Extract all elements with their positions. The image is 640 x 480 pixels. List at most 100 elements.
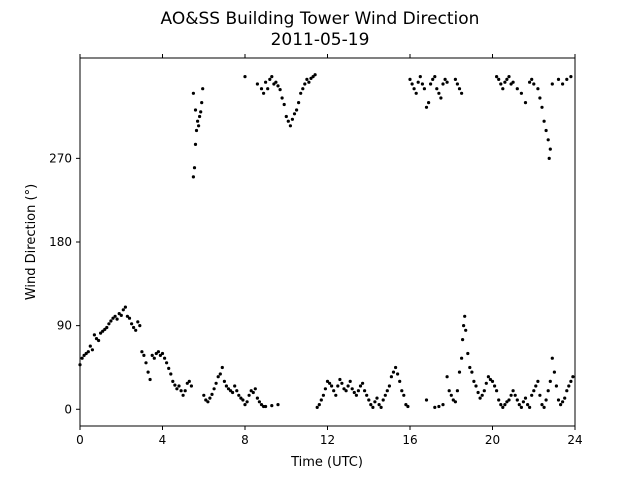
data-point bbox=[307, 80, 311, 84]
data-points bbox=[78, 73, 575, 409]
data-point bbox=[224, 384, 228, 388]
data-point bbox=[439, 96, 443, 100]
data-point bbox=[303, 82, 307, 86]
data-point bbox=[268, 77, 272, 81]
data-point bbox=[200, 101, 204, 105]
data-point bbox=[540, 105, 544, 109]
data-point bbox=[290, 117, 294, 121]
data-point bbox=[550, 82, 554, 86]
data-point bbox=[499, 82, 503, 86]
data-point bbox=[424, 105, 429, 109]
data-point bbox=[461, 338, 465, 342]
data-point bbox=[358, 384, 363, 388]
data-point bbox=[82, 353, 86, 357]
data-point bbox=[196, 119, 200, 123]
data-point bbox=[515, 87, 519, 91]
data-point bbox=[445, 375, 449, 379]
data-point bbox=[538, 96, 542, 100]
data-point bbox=[379, 405, 383, 409]
data-point bbox=[167, 366, 171, 370]
data-point bbox=[433, 405, 437, 409]
y-tick-label: 0 bbox=[64, 402, 72, 416]
data-point bbox=[156, 350, 160, 354]
data-point bbox=[309, 76, 313, 80]
data-point bbox=[140, 350, 144, 354]
data-point bbox=[280, 96, 284, 100]
data-point bbox=[542, 405, 546, 409]
data-point bbox=[197, 124, 201, 128]
data-point bbox=[259, 87, 264, 91]
data-point bbox=[202, 393, 206, 397]
data-point bbox=[210, 392, 214, 396]
plot-frame bbox=[79, 57, 576, 427]
data-point bbox=[480, 393, 484, 397]
data-point bbox=[383, 393, 387, 397]
data-point bbox=[511, 80, 515, 84]
data-point bbox=[249, 389, 253, 393]
data-point bbox=[495, 75, 499, 79]
data-point bbox=[138, 324, 142, 328]
data-point bbox=[103, 327, 107, 331]
data-point bbox=[490, 379, 495, 383]
data-point bbox=[499, 403, 503, 407]
chart-subtitle: 2011-05-19 bbox=[271, 30, 370, 50]
data-point bbox=[266, 87, 270, 91]
data-point bbox=[251, 390, 255, 395]
data-point bbox=[548, 379, 552, 383]
data-point bbox=[482, 389, 486, 393]
data-point bbox=[466, 351, 470, 356]
data-point bbox=[488, 377, 492, 382]
data-point bbox=[259, 403, 264, 407]
data-point bbox=[369, 403, 373, 407]
data-point bbox=[513, 393, 517, 397]
data-point bbox=[346, 384, 350, 388]
data-point bbox=[412, 87, 416, 91]
data-point bbox=[507, 398, 511, 402]
data-point bbox=[257, 400, 261, 404]
x-tick-label: 24 bbox=[567, 433, 582, 447]
data-point bbox=[427, 101, 431, 105]
data-point bbox=[445, 80, 449, 84]
data-point bbox=[451, 398, 455, 402]
data-point bbox=[542, 119, 546, 123]
data-point bbox=[132, 325, 136, 330]
data-point bbox=[528, 80, 532, 84]
data-point bbox=[171, 379, 175, 383]
data-point bbox=[561, 400, 565, 404]
data-point bbox=[569, 379, 573, 383]
data-point bbox=[146, 370, 150, 374]
data-point bbox=[540, 403, 544, 407]
data-point bbox=[243, 403, 247, 407]
data-point bbox=[111, 316, 115, 320]
data-point bbox=[218, 372, 222, 376]
data-point bbox=[464, 328, 468, 332]
data-point bbox=[550, 356, 554, 360]
data-point bbox=[165, 361, 169, 365]
data-point bbox=[288, 124, 292, 128]
data-point bbox=[241, 398, 245, 402]
data-point bbox=[367, 398, 371, 402]
data-point bbox=[127, 316, 132, 320]
data-point bbox=[505, 400, 509, 404]
data-point bbox=[530, 393, 534, 397]
data-point bbox=[544, 398, 548, 402]
data-point bbox=[191, 91, 195, 95]
data-point bbox=[187, 379, 191, 383]
data-point bbox=[92, 333, 96, 337]
data-point bbox=[247, 393, 251, 397]
data-point bbox=[192, 166, 197, 170]
data-point bbox=[276, 84, 280, 88]
data-point bbox=[371, 405, 375, 409]
data-point bbox=[373, 400, 377, 404]
data-point bbox=[408, 77, 412, 81]
data-point bbox=[559, 403, 563, 407]
x-tick-label: 8 bbox=[241, 433, 249, 447]
data-point bbox=[332, 389, 336, 393]
data-point bbox=[295, 108, 299, 112]
data-point bbox=[435, 87, 439, 91]
data-point bbox=[398, 379, 402, 383]
data-point bbox=[231, 390, 235, 395]
data-point bbox=[561, 82, 565, 86]
data-point bbox=[381, 398, 385, 402]
data-point bbox=[206, 400, 210, 404]
